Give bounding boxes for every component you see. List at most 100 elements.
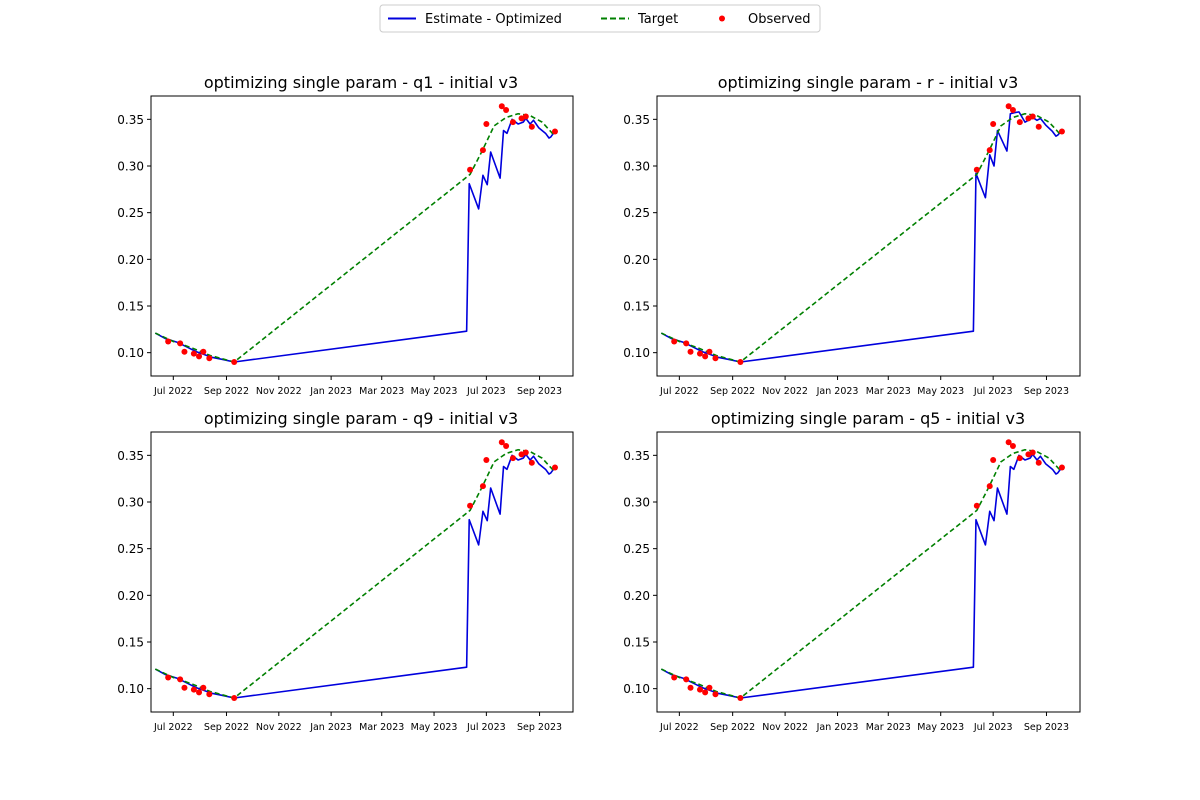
axes-frame xyxy=(656,95,1081,377)
observed-point xyxy=(467,502,474,509)
x-tick-label: Nov 2022 xyxy=(762,722,808,733)
plot-area xyxy=(154,439,558,701)
x-tick-label: Jul 2022 xyxy=(153,386,193,397)
x-tick-label: May 2023 xyxy=(917,386,964,397)
observed-point xyxy=(706,684,713,691)
observed-point xyxy=(165,674,172,681)
y-tick-label: 0.35 xyxy=(623,449,650,463)
observed-point xyxy=(551,128,558,135)
observed-point xyxy=(503,107,510,113)
observed-point xyxy=(467,166,474,173)
chart-panel-q1: optimizing single param - q1 - initial v… xyxy=(117,73,574,397)
observed-point xyxy=(200,684,207,691)
x-tick-label: Nov 2022 xyxy=(762,386,808,397)
x-tick-label: May 2023 xyxy=(411,722,458,733)
observed-point xyxy=(551,464,558,471)
chart-panel-r: optimizing single param - r - initial v3… xyxy=(623,73,1081,397)
x-tick-label: Jan 2023 xyxy=(816,386,859,397)
x-tick-label: Sep 2022 xyxy=(204,722,249,733)
x-tick-label: Mar 2023 xyxy=(359,722,404,733)
observed-point xyxy=(986,147,993,154)
y-tick-label: 0.25 xyxy=(117,542,144,556)
x-tick-label: Sep 2023 xyxy=(1024,386,1069,397)
chart-panel-q5: optimizing single param - q5 - initial v… xyxy=(623,409,1081,733)
y-tick-label: 0.30 xyxy=(117,160,144,174)
x-tick-label: Sep 2023 xyxy=(1024,722,1069,733)
chart-title: optimizing single param - q9 - initial v… xyxy=(204,409,518,428)
observed-point xyxy=(1016,119,1023,126)
x-tick-label: Nov 2022 xyxy=(256,386,302,397)
observed-point xyxy=(483,121,490,127)
observed-point xyxy=(683,676,690,683)
x-axis: Jul 2022 Sep 2022 Nov 2022 Jan 2023 Mar 2023… xyxy=(659,712,1069,733)
observed-point xyxy=(522,113,529,120)
legend: Estimate - Optimized Target Observed xyxy=(379,4,821,33)
observed-point xyxy=(1005,439,1012,446)
y-tick-label: 0.30 xyxy=(117,496,144,510)
y-tick-label: 0.20 xyxy=(623,589,650,603)
x-tick-label: Jul 2023 xyxy=(466,722,506,733)
observed-point xyxy=(177,676,184,683)
observed-point xyxy=(1035,459,1042,466)
axes-frame xyxy=(150,95,574,377)
observed-point xyxy=(206,355,213,362)
observed-point xyxy=(706,348,713,355)
observed-point xyxy=(196,689,203,696)
observed-point xyxy=(498,103,505,110)
observed-point xyxy=(165,338,172,345)
y-tick-label: 0.35 xyxy=(623,113,650,127)
plot-area xyxy=(660,103,1065,365)
x-tick-label: Jul 2023 xyxy=(466,386,506,397)
y-tick-label: 0.15 xyxy=(623,636,650,650)
observed-point xyxy=(702,353,709,360)
observed-point xyxy=(1035,123,1042,130)
observed-point xyxy=(1009,443,1016,449)
observed-point xyxy=(712,691,719,698)
x-tick-label: Jan 2023 xyxy=(309,722,352,733)
observed-point xyxy=(509,455,516,462)
y-tick-label: 0.35 xyxy=(117,449,144,463)
observed-point xyxy=(696,686,703,693)
x-tick-label: Jul 2022 xyxy=(659,386,699,397)
observed-point xyxy=(1016,455,1023,462)
observed-point xyxy=(479,483,486,490)
x-tick-label: Jul 2022 xyxy=(153,722,193,733)
observed-point xyxy=(190,350,197,357)
legend-estimate-label: Estimate - Optimized xyxy=(425,12,562,27)
chart-title: optimizing single param - q5 - initial v… xyxy=(711,409,1025,428)
x-tick-label: Sep 2022 xyxy=(204,386,249,397)
y-tick-label: 0.30 xyxy=(623,160,650,174)
x-tick-label: Sep 2022 xyxy=(710,722,755,733)
x-tick-label: Jul 2023 xyxy=(973,386,1013,397)
plot-area xyxy=(154,103,558,365)
observed-point xyxy=(1029,113,1036,120)
x-axis: Jul 2022 Sep 2022 Nov 2022 Jan 2023 Mar 2023… xyxy=(153,376,562,397)
plot-area xyxy=(660,439,1065,701)
y-axis: 0.10 0.15 0.20 0.25 0.30 0.35 xyxy=(117,449,151,696)
observed-point xyxy=(671,338,678,345)
observed-point xyxy=(973,502,980,509)
observed-point xyxy=(1005,103,1012,110)
x-tick-label: Mar 2023 xyxy=(866,722,911,733)
observed-point xyxy=(702,689,709,696)
observed-point xyxy=(522,449,529,456)
y-tick-label: 0.20 xyxy=(117,253,144,267)
x-axis: Jul 2022 Sep 2022 Nov 2022 Jan 2023 Mar 2023… xyxy=(153,712,562,733)
axes-frame xyxy=(150,431,574,713)
x-tick-label: May 2023 xyxy=(411,386,458,397)
legend-target-label: Target xyxy=(637,12,678,27)
observed-point xyxy=(196,353,203,360)
observed-point xyxy=(231,359,238,365)
observed-point xyxy=(503,443,510,449)
chart-title: optimizing single param - q1 - initial v… xyxy=(204,73,518,92)
y-tick-label: 0.25 xyxy=(117,206,144,220)
observed-point xyxy=(177,340,184,347)
x-tick-label: Jul 2023 xyxy=(973,722,1013,733)
x-tick-label: Sep 2022 xyxy=(710,386,755,397)
y-axis: 0.10 0.15 0.20 0.25 0.30 0.35 xyxy=(623,449,657,696)
y-tick-label: 0.10 xyxy=(117,346,144,360)
axes-frame xyxy=(656,431,1081,713)
observed-point xyxy=(483,457,490,463)
observed-point xyxy=(696,350,703,357)
